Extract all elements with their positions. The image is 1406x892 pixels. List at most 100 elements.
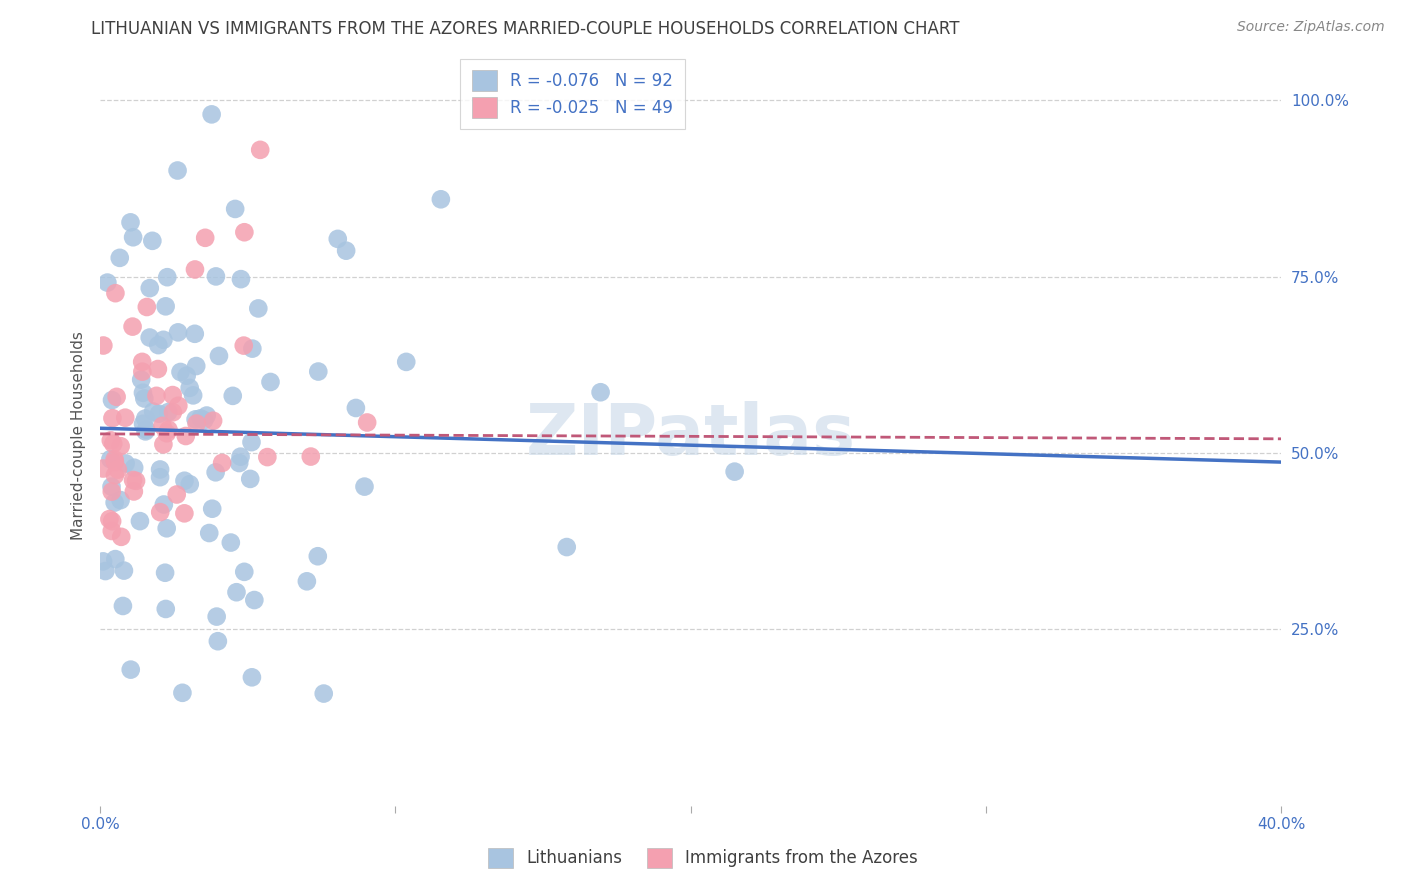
Point — [100, 480, 122, 494]
Point — [114, 457, 136, 471]
Point — [353, 480, 375, 494]
Point — [193, 413, 215, 427]
Point — [122, 460, 145, 475]
Point — [232, 338, 254, 352]
Point — [100, 434, 122, 448]
Point — [259, 375, 281, 389]
Point — [243, 593, 266, 607]
Point — [104, 468, 127, 483]
Point — [344, 401, 367, 415]
Point — [104, 552, 127, 566]
Point — [181, 388, 204, 402]
Point — [307, 365, 329, 379]
Point — [148, 338, 170, 352]
Point — [157, 405, 180, 419]
Point — [132, 417, 155, 431]
Point — [120, 663, 142, 677]
Point — [101, 484, 124, 499]
Point — [114, 410, 136, 425]
Point — [153, 566, 176, 580]
Point — [295, 574, 318, 589]
Point — [135, 300, 157, 314]
Point — [108, 251, 131, 265]
Point — [186, 417, 208, 431]
Point — [145, 389, 167, 403]
Point — [179, 477, 201, 491]
Point — [395, 355, 418, 369]
Point — [240, 342, 263, 356]
Legend: R = -0.076   N = 92, R = -0.025   N = 49: R = -0.076 N = 92, R = -0.025 N = 49 — [460, 59, 685, 129]
Point — [149, 505, 172, 519]
Point — [104, 455, 127, 469]
Point — [134, 411, 156, 425]
Point — [105, 390, 128, 404]
Point — [98, 512, 121, 526]
Point — [131, 355, 153, 369]
Point — [312, 687, 335, 701]
Point — [162, 405, 184, 419]
Point — [179, 381, 201, 395]
Point — [107, 462, 129, 476]
Point — [100, 452, 122, 467]
Point — [247, 301, 270, 316]
Point — [228, 456, 250, 470]
Point — [307, 549, 329, 564]
Point — [194, 231, 217, 245]
Point — [356, 416, 378, 430]
Point — [155, 602, 177, 616]
Point — [135, 423, 157, 437]
Point — [146, 362, 169, 376]
Point — [326, 232, 349, 246]
Point — [202, 414, 225, 428]
Point — [174, 429, 197, 443]
Point — [201, 107, 224, 121]
Point — [122, 473, 145, 487]
Point — [122, 484, 145, 499]
Point — [122, 230, 145, 244]
Point — [204, 465, 226, 479]
Point — [101, 393, 124, 408]
Point — [167, 399, 190, 413]
Point — [138, 330, 160, 344]
Point — [190, 411, 212, 425]
Point — [166, 487, 188, 501]
Point — [129, 373, 152, 387]
Point — [112, 564, 135, 578]
Y-axis label: Married-couple Households: Married-couple Households — [72, 331, 86, 540]
Text: Source: ZipAtlas.com: Source: ZipAtlas.com — [1237, 20, 1385, 34]
Point — [430, 192, 453, 206]
Point — [134, 392, 156, 406]
Point — [129, 514, 152, 528]
Point — [162, 388, 184, 402]
Point — [96, 276, 118, 290]
Point — [152, 418, 174, 433]
Point — [208, 349, 231, 363]
Point — [104, 286, 127, 301]
Point — [120, 215, 142, 229]
Point — [176, 368, 198, 383]
Point — [186, 359, 208, 373]
Point — [240, 670, 263, 684]
Point — [125, 474, 148, 488]
Point — [723, 465, 745, 479]
Point — [94, 564, 117, 578]
Point — [249, 143, 271, 157]
Point — [156, 270, 179, 285]
Text: ZIPatlas: ZIPatlas — [526, 401, 856, 470]
Point — [256, 450, 278, 464]
Point — [131, 365, 153, 379]
Point — [142, 404, 165, 418]
Point — [229, 272, 252, 286]
Point — [111, 599, 134, 613]
Point — [167, 326, 190, 340]
Point — [149, 470, 172, 484]
Point — [169, 365, 191, 379]
Text: LITHUANIAN VS IMMIGRANTS FROM THE AZORES MARRIED-COUPLE HOUSEHOLDS CORRELATION C: LITHUANIAN VS IMMIGRANTS FROM THE AZORES… — [91, 20, 960, 37]
Point — [173, 474, 195, 488]
Point — [93, 338, 115, 352]
Point — [233, 565, 256, 579]
Point — [152, 333, 174, 347]
Point — [148, 407, 170, 421]
Point — [156, 521, 179, 535]
Point — [139, 281, 162, 295]
